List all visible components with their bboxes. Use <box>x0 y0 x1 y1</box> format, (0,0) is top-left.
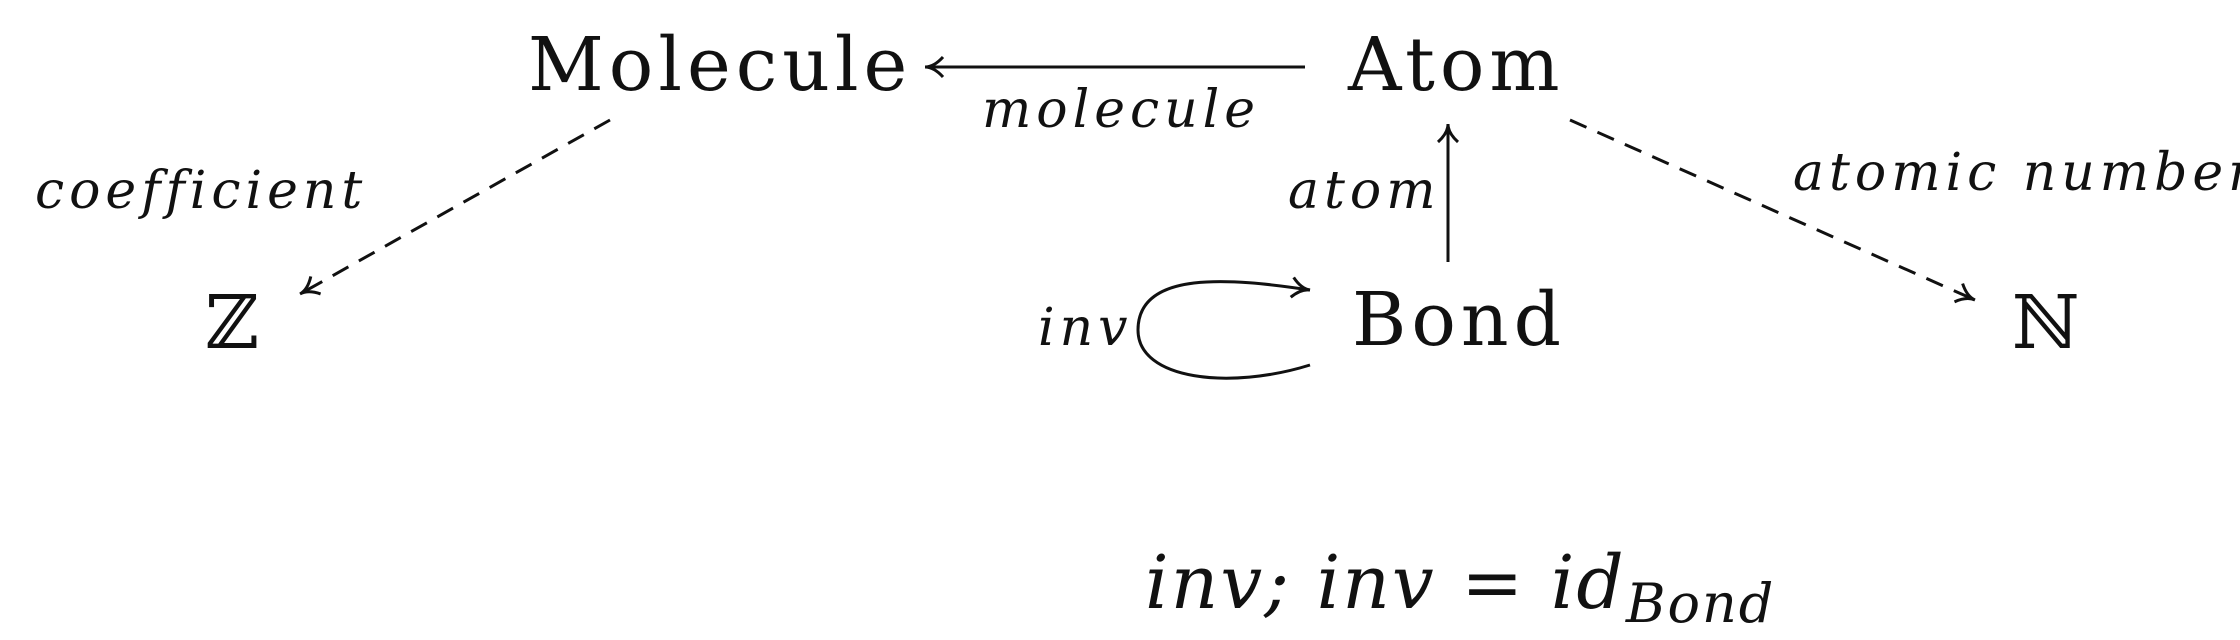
edge-label-atomic-number: atomic number <box>1793 143 2240 203</box>
edge-label-inv: inv <box>1038 298 1133 358</box>
node-naturals: ℕ <box>2012 280 2085 366</box>
equation-subscript: Bond <box>1625 572 1776 635</box>
edge-atomic-number-arrow <box>1569 118 1976 304</box>
node-molecule: Molecule <box>528 22 912 108</box>
edge-label-molecule: molecule <box>982 80 1260 140</box>
edge-label-coefficient: coefficient <box>35 161 367 221</box>
equation: inv; inv = idBond <box>1145 540 1775 635</box>
node-atom: Atom <box>1347 22 1565 108</box>
node-bond: Bond <box>1352 277 1566 363</box>
edge-inv-loop <box>1136 276 1311 380</box>
node-integers: ℤ <box>205 280 264 366</box>
edge-label-atom: atom <box>1288 161 1441 221</box>
equation-main: inv; inv = id <box>1145 540 1626 626</box>
